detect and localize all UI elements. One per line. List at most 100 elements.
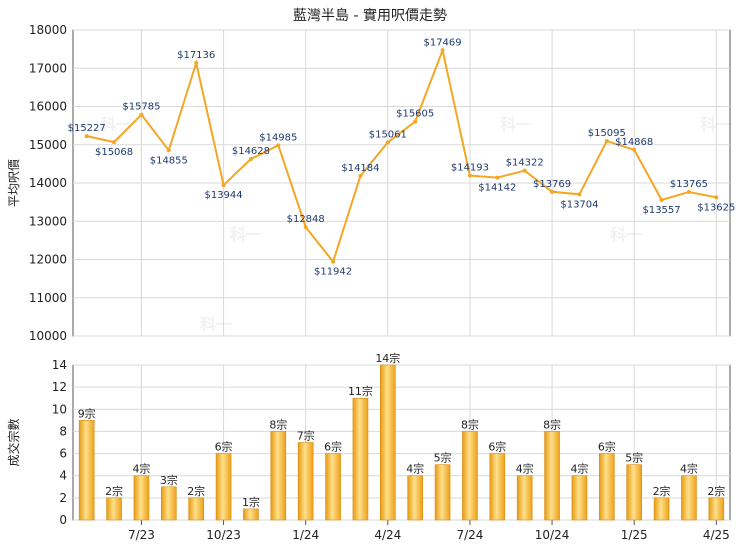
volume-data-label: 14宗 <box>375 351 400 365</box>
volume-bar <box>653 497 670 521</box>
volume-bar <box>516 475 533 521</box>
volume-data-label: 2宗 <box>187 484 205 498</box>
volume-bar <box>270 431 287 521</box>
watermark-text: 科一 <box>610 225 642 244</box>
price-point <box>632 147 637 152</box>
transaction-bar-chart: 0 2 4 6 8 10 12 14 7/23 10/23 1/24 4/24 7/24 10/24 1/2… <box>6 351 731 542</box>
price-data-label: $13765 <box>670 179 708 190</box>
volume-data-label: 11宗 <box>348 384 373 398</box>
price-point <box>248 156 253 161</box>
price-point <box>714 195 719 200</box>
price-point <box>385 140 390 145</box>
volume-data-label: 3宗 <box>160 473 178 487</box>
price-y-tick-label: 13000 <box>29 214 67 228</box>
price-point <box>84 134 89 139</box>
price-point <box>358 173 363 178</box>
volume-bar <box>462 431 478 521</box>
volume-y-axis-title: 成交宗數 <box>6 418 21 466</box>
x-tick-label: 4/25 <box>703 528 730 542</box>
volume-data-label: 4宗 <box>680 462 698 476</box>
volume-data-label: 4宗 <box>516 462 534 476</box>
volume-data-label: 5宗 <box>434 451 452 465</box>
volume-bar <box>489 453 506 521</box>
volume-plot-frame <box>72 364 731 521</box>
volume-data-label: 8宗 <box>543 417 561 431</box>
price-data-label: $14184 <box>341 163 379 174</box>
volume-data-label: 5宗 <box>625 451 643 465</box>
volume-bar <box>188 497 204 521</box>
volume-data-label: 7宗 <box>297 429 315 443</box>
price-point <box>604 139 609 144</box>
x-tick-label: 4/24 <box>374 528 401 542</box>
volume-bar <box>407 475 423 521</box>
volume-data-label: 9宗 <box>78 406 96 420</box>
price-data-label: $13769 <box>533 179 571 190</box>
price-point <box>686 189 691 194</box>
volume-data-label: 4宗 <box>570 462 588 476</box>
volume-bar <box>325 453 341 521</box>
price-data-label: $17469 <box>423 37 461 48</box>
price-point <box>522 168 527 173</box>
volume-bar <box>106 497 122 521</box>
volume-bar <box>161 486 177 521</box>
price-y-tick-label: 14000 <box>29 176 67 190</box>
price-data-label: $14985 <box>259 132 297 143</box>
price-data-label: $14193 <box>451 163 489 174</box>
price-point <box>550 189 555 194</box>
volume-bar <box>626 464 642 521</box>
watermark-text: 科一 <box>700 115 732 134</box>
volume-y-tick-label: 14 <box>52 358 67 372</box>
volume-y-tick-label: 0 <box>59 513 67 527</box>
price-data-label: $15061 <box>369 129 407 140</box>
volume-data-label: 4宗 <box>132 462 150 476</box>
price-point <box>221 183 226 188</box>
price-point <box>467 173 472 178</box>
volume-y-tick-label: 6 <box>59 447 67 461</box>
price-data-label: $15068 <box>95 147 133 158</box>
x-tick-label: 1/25 <box>621 528 648 542</box>
volume-bar <box>571 475 588 521</box>
price-point <box>413 119 418 124</box>
watermark-text: 科一 <box>100 115 132 134</box>
volume-bar <box>78 420 95 521</box>
price-point <box>139 112 144 117</box>
volume-y-tick-label: 8 <box>59 424 67 438</box>
price-y-tick-label: 17000 <box>29 61 67 75</box>
volume-y-tick-label: 4 <box>59 469 67 483</box>
volume-data-label: 8宗 <box>461 417 479 431</box>
price-y-tick-label: 12000 <box>29 253 67 267</box>
price-point <box>166 148 171 153</box>
price-line-chart: 10000 11000 12000 13000 14000 15000 16000 17000… <box>7 23 735 343</box>
price-point <box>331 259 336 264</box>
volume-bar <box>297 442 314 521</box>
volume-data-label: 6宗 <box>215 440 233 454</box>
watermark-text: 科一 <box>230 225 262 244</box>
x-tick-label: 1/24 <box>292 528 319 542</box>
price-y-tick-label: 15000 <box>29 138 67 152</box>
volume-data-label: 2宗 <box>653 484 671 498</box>
watermark-text: 科一 <box>500 115 532 134</box>
price-data-label: $15785 <box>122 102 160 113</box>
price-data-label: $13944 <box>204 190 242 201</box>
price-data-label: $13557 <box>642 205 680 216</box>
price-y-tick-label: 11000 <box>29 291 67 305</box>
volume-y-tick-label: 12 <box>52 380 67 394</box>
volume-data-label: 6宗 <box>324 440 342 454</box>
volume-data-label: 6宗 <box>488 440 506 454</box>
price-data-label: $13625 <box>697 202 735 213</box>
price-data-label: $14855 <box>150 155 188 166</box>
volume-bar <box>681 475 697 521</box>
price-y-tick-label: 10000 <box>29 329 67 343</box>
volume-data-label: 2宗 <box>105 484 123 498</box>
price-point <box>577 192 582 197</box>
volume-bar <box>380 364 396 521</box>
price-data-label: $14322 <box>506 158 544 169</box>
price-point <box>276 143 281 148</box>
volume-y-tick-label: 10 <box>52 402 67 416</box>
volume-bar <box>599 453 615 521</box>
volume-data-label: 2宗 <box>707 484 725 498</box>
price-data-label: $11942 <box>314 267 352 278</box>
price-point <box>194 61 199 66</box>
price-y-axis-title: 平均呎價 <box>7 159 21 207</box>
